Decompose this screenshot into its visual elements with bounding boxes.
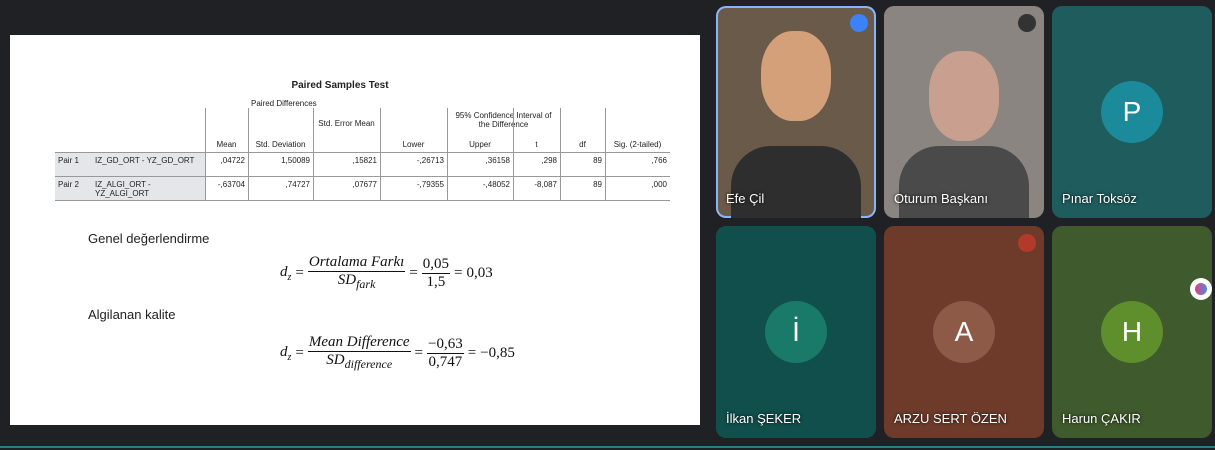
table-value: ,000 <box>605 179 670 190</box>
participant-tile[interactable]: A ARZU SERT ÖZEN <box>884 226 1044 438</box>
table-value: 89 <box>560 179 605 190</box>
table-value: ,766 <box>605 155 670 166</box>
video-head <box>761 31 831 121</box>
column-header: Sig. (2-tailed) <box>605 139 670 151</box>
denominator: 1,5 <box>427 274 446 291</box>
table-value: ,74727 <box>248 179 313 190</box>
numerator: Mean Difference <box>308 334 411 352</box>
participant-tile[interactable]: H Harun ÇAKIR <box>1052 226 1212 438</box>
table-value: ,04722 <box>205 155 248 166</box>
muted-icon <box>1186 14 1204 32</box>
table-rule <box>55 200 670 201</box>
lhs-var: d <box>280 344 288 360</box>
ci-header: 95% Confidence Interval of the Differenc… <box>447 110 560 130</box>
column-header: t <box>513 139 560 151</box>
row-label: IZ_GD_ORT - YZ_GD_ORT <box>92 155 205 166</box>
denominator-var: SD <box>338 272 356 288</box>
formula-label: Genel değerlendirme <box>88 231 209 246</box>
result: 0,03 <box>466 265 492 282</box>
denominator-value: 0,747 <box>428 354 462 370</box>
equals: = <box>409 265 417 282</box>
lhs-sub: z <box>288 352 292 363</box>
row-label: IZ_ALGI_ORT - YZ_ALGI_ORT <box>92 179 205 199</box>
avatar: İ <box>765 301 827 363</box>
column-header: Std. Error Mean <box>313 118 380 130</box>
table-value: -,26713 <box>380 155 447 166</box>
result: −0,85 <box>480 345 515 362</box>
table-value: -,79355 <box>380 179 447 190</box>
table-value: 89 <box>560 155 605 166</box>
meeting-screen: Paired Samples TestPaired Differences95%… <box>0 0 1215 450</box>
participant-name: Pınar Toksöz <box>1062 191 1137 206</box>
table-value: -8,087 <box>513 179 560 190</box>
formula-label: Algilanan kalite <box>88 307 175 322</box>
column-header: df <box>560 139 605 151</box>
denominator-value: 1,5 <box>427 274 446 290</box>
avatar: A <box>933 301 995 363</box>
video-body <box>731 146 861 218</box>
table-value: ,36158 <box>447 155 513 166</box>
table-value: ,07677 <box>313 179 380 190</box>
muted-icon <box>1018 14 1036 32</box>
participant-tile[interactable]: Oturum Başkanı <box>884 6 1044 218</box>
equals: = <box>468 345 476 362</box>
denominator: SDdifference <box>326 352 392 372</box>
numerator: −0,63 <box>427 336 464 354</box>
bottom-border <box>0 446 1215 448</box>
video-body <box>899 146 1029 218</box>
muted-icon <box>1186 234 1204 252</box>
table-value: ,298 <box>513 155 560 166</box>
table-title: Paired Samples Test <box>240 80 440 91</box>
lhs-var: d <box>280 264 288 280</box>
column-header: Std. Deviation <box>248 139 313 151</box>
avatar: P <box>1101 81 1163 143</box>
table-value: -,48052 <box>447 179 513 190</box>
denominator: SDfark <box>338 272 376 292</box>
denominator: 0,747 <box>428 354 462 371</box>
participant-name: Efe Çil <box>726 191 764 206</box>
table-value: 1,50089 <box>248 155 313 166</box>
column-header: Lower <box>380 139 447 151</box>
muted-icon <box>1018 234 1036 252</box>
video-head <box>929 51 999 141</box>
lhs: dz <box>280 264 291 283</box>
column-header: Mean <box>205 139 248 151</box>
denominator-var: SD <box>326 352 344 368</box>
participant-name: ARZU SERT ÖZEN <box>894 411 1007 426</box>
participant-tile[interactable]: Efe Çil <box>716 6 876 218</box>
equals: = <box>295 345 303 362</box>
muted-icon <box>850 234 868 252</box>
numerator: 0,05 <box>422 256 450 274</box>
assistant-icon[interactable] <box>1190 278 1212 300</box>
participant-tile[interactable]: P Pınar Toksöz <box>1052 6 1212 218</box>
participant-name: Harun ÇAKIR <box>1062 411 1141 426</box>
column-header: Upper <box>447 139 513 151</box>
denominator-sub: fark <box>356 277 375 291</box>
row-label: Pair 1 <box>55 155 92 166</box>
avatar: H <box>1101 301 1163 363</box>
lhs: dz <box>280 344 291 363</box>
row-label: Pair 2 <box>55 179 92 190</box>
table-value: ,15821 <box>313 155 380 166</box>
participant-name: İlkan ŞEKER <box>726 411 801 426</box>
speaking-indicator <box>850 14 868 32</box>
participant-tile[interactable]: İ İlkan ŞEKER <box>716 226 876 438</box>
participant-name: Oturum Başkanı <box>894 191 988 206</box>
denominator-sub: difference <box>345 357 393 371</box>
lhs-sub: z <box>288 272 292 283</box>
numerator: Ortalama Farkı <box>308 254 405 272</box>
equals: = <box>415 345 423 362</box>
equals: = <box>454 265 462 282</box>
table-value: -,63704 <box>205 179 248 190</box>
equals: = <box>295 265 303 282</box>
